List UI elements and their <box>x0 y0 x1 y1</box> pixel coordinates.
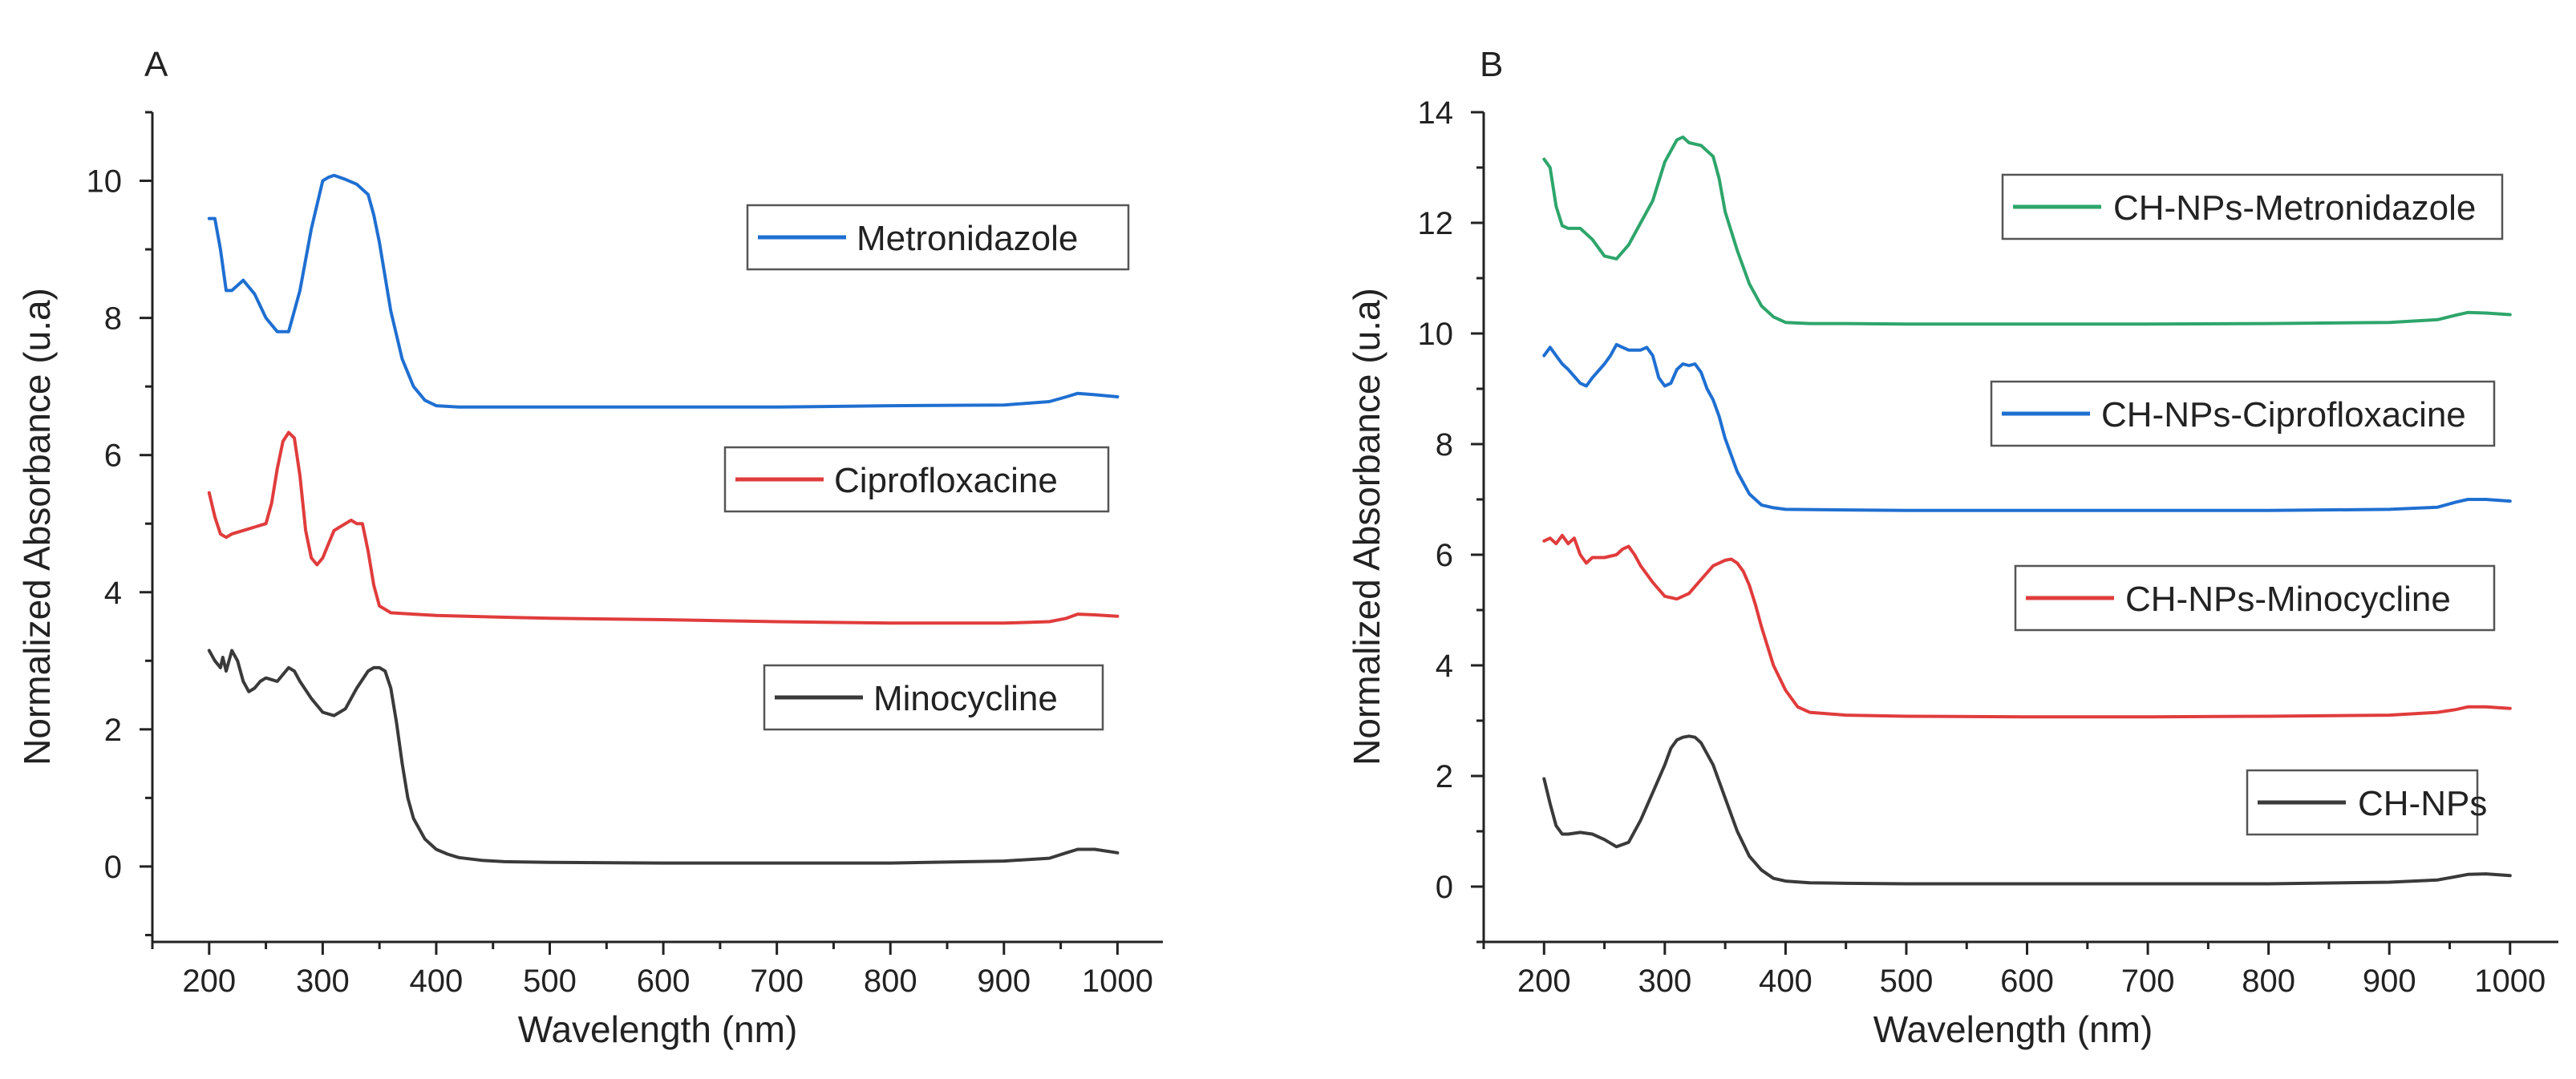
series-line-ch-nps-ciprofloxacine <box>1542 342 2512 512</box>
x-tick-label: 300 <box>1638 964 1691 999</box>
y-tick-label: 4 <box>104 576 122 611</box>
panel-a: A 200 300 400 500 600 700 800 900 1000 0 2 4 6 8 10 No… <box>16 45 1163 1050</box>
x-tick-label: 500 <box>1880 964 1934 999</box>
panel-a-legend-ciprofloxacine: Ciprofloxacine <box>723 446 1110 513</box>
legend-box <box>723 446 1110 513</box>
legend-label: CH-NPs-Minocycline <box>2125 580 2451 619</box>
panel-b-y-axis-title: Normalized Absorbance (u.a) <box>1346 288 1387 766</box>
x-tick-label: 600 <box>637 964 691 999</box>
legend-label: Ciprofloxacine <box>834 461 1058 500</box>
y-tick-label: 8 <box>1436 427 1453 463</box>
y-tick-label: 10 <box>1418 317 1454 352</box>
panel-b: B 200 300 400 500 600 700 800 900 1000 0 2 4 6 8 10 12 1… <box>1346 45 2558 1050</box>
y-tick-label: 0 <box>1436 870 1453 905</box>
panel-a-y-axis-title: Normalized Absorbance (u.a) <box>16 288 58 766</box>
y-tick-label: 14 <box>1418 95 1454 131</box>
panel-b-ticks: 200 300 400 500 600 700 800 900 1000 0 2 4 6 8 10 12 14 <box>1418 95 2546 999</box>
x-tick-label: 200 <box>1517 964 1571 999</box>
legend-label: CH-NPs-Metronidazole <box>2113 188 2476 228</box>
y-tick-label: 8 <box>104 301 122 337</box>
series-line-ch-nps <box>1542 734 2512 886</box>
x-tick-label: 400 <box>1759 964 1813 999</box>
panel-a-series <box>207 173 1120 865</box>
y-tick-label: 10 <box>87 164 123 200</box>
series-line-ch-nps-minocycline <box>1542 533 2512 719</box>
y-tick-label: 2 <box>104 713 122 748</box>
panel-b-x-axis-title: Wavelength (nm) <box>1873 1008 2153 1050</box>
y-tick-label: 0 <box>104 850 122 885</box>
panel-b-legend-ch-nps-metronidazole: CH-NPs-Metronidazole <box>2001 173 2504 240</box>
x-tick-label: 900 <box>2363 964 2416 999</box>
y-tick-label: 2 <box>1436 759 1453 794</box>
legend-label: CH-NPs-Ciprofloxacine <box>2101 395 2466 434</box>
x-tick-label: 400 <box>410 964 464 999</box>
series-line-ch-nps-metronidazole <box>1542 135 2512 326</box>
x-tick-label: 700 <box>2121 964 2175 999</box>
panel-a-letter: A <box>144 45 168 84</box>
x-tick-label: 500 <box>523 964 577 999</box>
y-tick-label: 4 <box>1436 649 1453 684</box>
panel-a-legend-metronidazole: Metronidazole <box>746 204 1130 271</box>
panel-b-legend-ch-nps-minocycline: CH-NPs-Minocycline <box>2014 564 2496 632</box>
series-line-minocycline <box>207 649 1120 865</box>
x-tick-label: 300 <box>296 964 350 999</box>
panel-a-x-axis-title: Wavelength (nm) <box>518 1008 798 1050</box>
series-line-metronidazole <box>207 173 1120 409</box>
panel-b-legend-ch-nps: CH-NPs <box>2246 769 2487 836</box>
y-tick-label: 6 <box>104 438 122 474</box>
panel-a-legend-minocycline: Minocycline <box>763 664 1104 731</box>
x-tick-label: 600 <box>2000 964 2054 999</box>
y-tick-label: 6 <box>1436 538 1453 573</box>
y-tick-label: 12 <box>1418 206 1454 241</box>
series-line-ciprofloxacine <box>207 430 1120 625</box>
panel-b-legend-ch-nps-ciprofloxacine: CH-NPs-Ciprofloxacine <box>1990 380 2496 447</box>
x-tick-label: 200 <box>182 964 236 999</box>
legend-label: Minocycline <box>873 679 1058 718</box>
legend-label: Metronidazole <box>857 219 1078 258</box>
x-tick-label: 900 <box>977 964 1031 999</box>
x-tick-label: 800 <box>2242 964 2295 999</box>
legend-label: CH-NPs <box>2358 784 2487 823</box>
panel-a-ticks: 200 300 400 500 600 700 800 900 1000 0 2 4 6 8 10 <box>87 111 1153 999</box>
x-tick-label: 700 <box>750 964 804 999</box>
x-tick-label: 1000 <box>2474 964 2546 999</box>
x-tick-label: 1000 <box>1082 964 1153 999</box>
panel-b-series <box>1542 135 2512 886</box>
panel-b-letter: B <box>1480 45 1503 84</box>
x-tick-label: 800 <box>864 964 917 999</box>
